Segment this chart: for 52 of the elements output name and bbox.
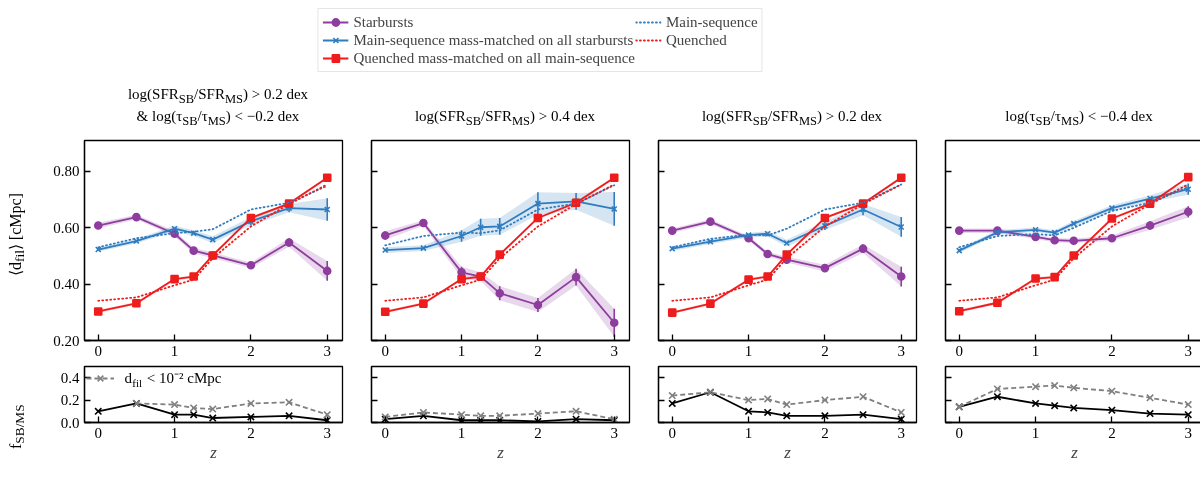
x-tick-label: 2 [247,342,255,359]
x-tick-label: 2 [1108,424,1116,441]
x-tick-label: 2 [247,424,255,441]
x-tick-label: 3 [1184,342,1192,359]
x-axis-title: z [783,442,792,462]
x-axis-title: z [209,442,218,462]
x-tick-label: 3 [897,424,905,441]
x-tick-label: 3 [610,424,618,441]
x-tick-label: 3 [610,342,618,359]
x-tick-label: 1 [744,342,753,359]
x-tick-label: 3 [323,342,331,359]
x-tick-label: 1 [1031,342,1040,359]
x-tick-label: 2 [821,424,829,441]
y-tick-label: 0.4 [60,369,80,386]
legend-label: Quenched mass-matched on all main-sequence [353,49,635,67]
x-axis-title: z [1070,442,1079,462]
x-tick-label: 1 [170,342,179,359]
y-tick-label: 0.0 [60,414,80,431]
legend-label: Main-sequence mass-matched on all starbursts [353,31,634,49]
chart-title: log(SFR$_{SB}$/SFR$_{MS}$) > 0.4 dex [414,107,596,129]
legend-label: Quenched [665,31,727,49]
x-tick-label: 2 [534,342,542,359]
y-tick-label: 0.60 [53,219,80,236]
y-tick-label: 0.2 [60,392,80,409]
x-tick-label: 1 [170,424,179,441]
legend-label: Main-sequence [665,13,758,31]
y-tick-label: 0.40 [53,276,80,293]
legend-label: Starbursts [353,13,414,31]
x-tick-label: 0 [955,424,963,441]
x-tick-label: 2 [1108,342,1116,359]
chart-title: log(SFR$_{SB}$/SFR$_{MS}$) > 0.2 dex [701,107,883,129]
x-axis-title: z [496,442,505,462]
y-tick-label: 0.80 [53,163,80,180]
x-tick-label: 2 [821,342,829,359]
x-tick-label: 0 [94,424,102,441]
x-tick-label: 3 [323,424,331,441]
x-tick-label: 0 [668,342,676,359]
x-tick-label: 0 [668,424,676,441]
x-tick-label: 3 [1184,424,1192,441]
x-tick-label: 0 [381,424,389,441]
x-tick-label: 0 [94,342,102,359]
y-tick-label: 0.20 [53,332,80,349]
x-tick-label: 0 [955,342,963,359]
x-tick-label: 0 [381,342,389,359]
x-tick-label: 1 [457,342,466,359]
x-tick-label: 1 [1031,424,1040,441]
x-tick-label: 1 [457,424,466,441]
x-tick-label: 3 [897,342,905,359]
chart-title: log(τ$_{SB}$/τ$_{MS}$) < −0.4 dex [1005,107,1153,129]
x-tick-label: 1 [744,424,753,441]
x-tick-label: 2 [534,424,542,441]
chart-title: log(SFR$_{SB}$/SFR$_{MS}$) > 0.2 dex & log(τ$_{SB}$/τ$_{MS}$) < −0.2 dex [127,86,309,128]
